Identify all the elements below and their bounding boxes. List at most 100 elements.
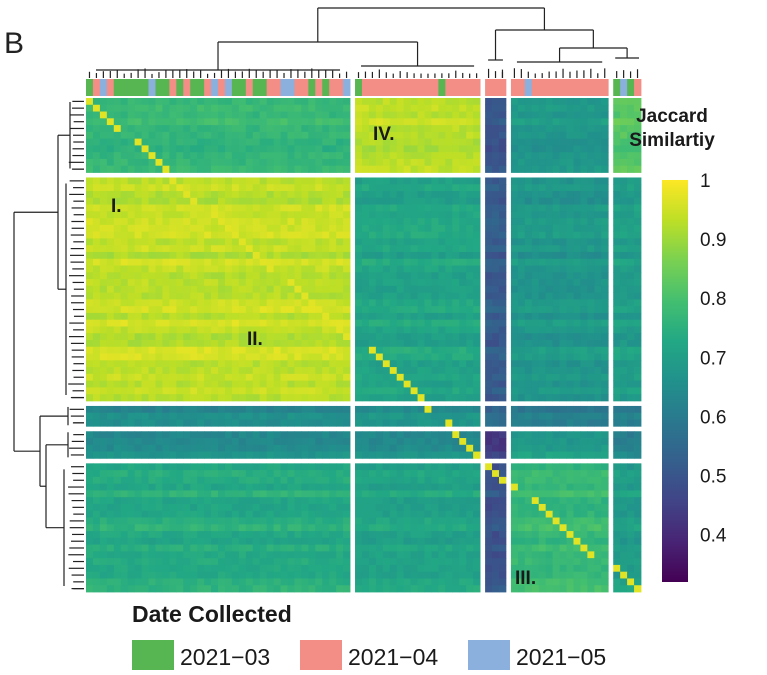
heatmap-cell: [566, 517, 574, 525]
heatmap-cell: [438, 158, 446, 167]
heatmap-cell: [336, 367, 344, 375]
heatmap-cell: [459, 373, 467, 382]
heatmap-cell: [86, 265, 94, 273]
heatmap-cell: [266, 360, 274, 368]
heatmap-cell: [473, 451, 481, 459]
heatmap-cell: [417, 367, 425, 375]
heatmap-cell: [485, 373, 493, 382]
heatmap-cell: [197, 138, 205, 146]
heatmap-cell: [517, 285, 526, 293]
heatmap-cell: [559, 312, 567, 321]
heatmap-cell: [266, 231, 274, 239]
heatmap-cell: [141, 333, 149, 341]
heatmap-cell: [389, 444, 398, 452]
heatmap-cell: [431, 333, 439, 341]
heatmap-cell: [238, 353, 247, 361]
heatmap-cell: [224, 419, 233, 427]
heatmap-cell: [452, 184, 460, 192]
heatmap-cell: [382, 387, 391, 395]
heatmap-cell: [517, 346, 526, 354]
heatmap-cell: [466, 346, 474, 354]
heatmap-cell: [99, 346, 108, 354]
heatmap-cell: [613, 104, 621, 112]
heatmap-cell: [517, 431, 526, 439]
heatmap-cell: [197, 158, 205, 167]
heatmap-cell: [459, 497, 467, 505]
heatmap-cell: [252, 419, 261, 427]
heatmap-cell: [627, 211, 635, 219]
heatmap-cell: [361, 98, 370, 106]
heatmap-cell: [120, 125, 129, 133]
heatmap-cell: [218, 131, 226, 140]
heatmap-cell: [169, 476, 177, 485]
heatmap-cell: [403, 272, 412, 280]
heatmap-cell: [92, 165, 101, 173]
heatmap-cell: [538, 279, 547, 287]
heatmap-cell: [594, 211, 602, 219]
heatmap-cell: [473, 218, 481, 226]
heatmap-cell: [531, 333, 540, 341]
heatmap-cell: [190, 503, 198, 512]
heatmap-cell: [620, 387, 628, 395]
heatmap-cell: [92, 111, 101, 119]
heatmap-cell: [322, 258, 330, 266]
heatmap-cell: [294, 218, 302, 226]
heatmap-cell: [485, 204, 493, 212]
heatmap-cell: [587, 245, 595, 253]
heatmap-cell: [445, 373, 453, 382]
heatmap-cell: [280, 191, 288, 199]
heatmap-cell: [566, 333, 574, 341]
heatmap-cell: [375, 145, 384, 153]
heatmap-cell: [552, 405, 560, 414]
heatmap-cell: [492, 265, 500, 273]
heatmap-cell: [155, 204, 163, 212]
heatmap-cell: [620, 497, 628, 505]
heatmap-cell: [361, 184, 370, 192]
heatmap-cell: [559, 98, 567, 106]
heatmap-cell: [238, 346, 247, 354]
heatmap-cell: [510, 419, 519, 427]
heatmap-cell: [176, 419, 184, 427]
heatmap-cell: [473, 360, 481, 368]
heatmap-cell: [245, 419, 254, 427]
heatmap-cell: [190, 431, 198, 439]
heatmap-cell: [183, 405, 191, 414]
heatmap-cell: [211, 204, 219, 212]
heatmap-cell: [634, 279, 642, 287]
heatmap-cell: [566, 524, 574, 532]
heatmap-cell: [438, 367, 446, 375]
heatmap-cell: [438, 184, 446, 192]
heatmap-cell: [86, 517, 94, 525]
heatmap-cell: [531, 118, 540, 126]
heatmap-cell: [259, 191, 268, 199]
heatmap-cell: [552, 306, 560, 314]
heatmap-cell: [445, 340, 453, 348]
heatmap-cell: [99, 394, 108, 402]
heatmap-cell: [343, 380, 351, 388]
heatmap-cell: [218, 245, 226, 253]
heatmap-cell: [627, 510, 635, 518]
heatmap-cell: [627, 451, 635, 459]
heatmap-cell: [273, 360, 281, 368]
heatmap-cell: [573, 165, 581, 173]
heatmap-cell: [473, 306, 481, 314]
heatmap-cell: [368, 131, 377, 140]
heatmap-cell: [204, 98, 212, 106]
heatmap-cell: [375, 412, 384, 420]
heatmap-cell: [498, 524, 507, 532]
heatmap-cell: [231, 131, 240, 140]
heatmap-cell: [361, 524, 370, 532]
heatmap-cell: [183, 306, 191, 314]
date-annotation-cell: [183, 79, 191, 96]
heatmap-cell: [466, 111, 474, 119]
heatmap-cell: [396, 265, 405, 273]
heatmap-cell: [403, 431, 412, 439]
heatmap-cell: [252, 204, 261, 212]
heatmap-cell: [580, 306, 588, 314]
heatmap-cell: [92, 306, 101, 314]
heatmap-cell: [510, 431, 519, 439]
heatmap-cell: [485, 360, 493, 368]
heatmap-cell: [301, 394, 309, 402]
heatmap-cell: [492, 184, 500, 192]
heatmap-cell: [459, 503, 467, 512]
